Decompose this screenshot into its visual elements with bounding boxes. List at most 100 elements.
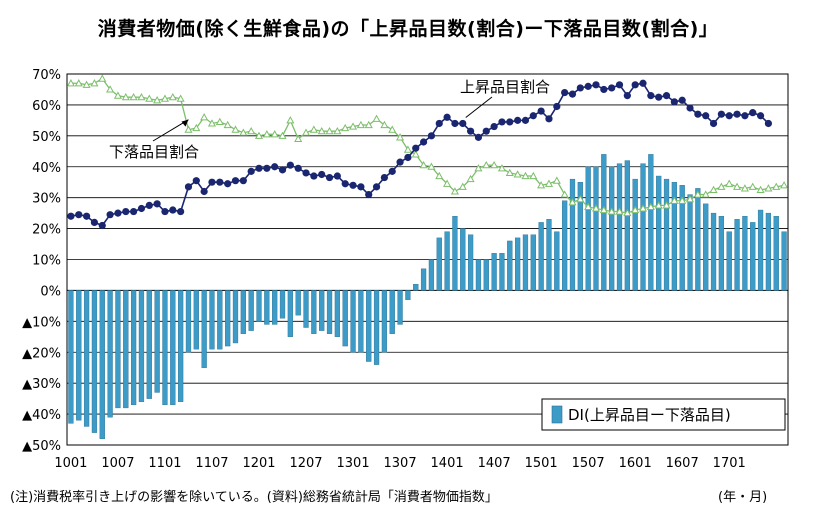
- fall-point: [341, 123, 350, 132]
- rise-point: [655, 93, 663, 101]
- di-bar: [319, 290, 325, 331]
- fall-point: [725, 179, 734, 187]
- rise-point: [388, 167, 396, 175]
- di-bar: [303, 290, 309, 328]
- di-bar: [146, 290, 152, 399]
- rise-point: [733, 110, 741, 118]
- rise-point: [122, 207, 130, 216]
- rise-point: [725, 112, 733, 120]
- di-bar: [577, 182, 583, 291]
- fall-point: [537, 181, 546, 189]
- rise-point: [584, 82, 592, 90]
- rise-point: [592, 81, 600, 89]
- di-bar: [389, 290, 395, 334]
- rise-point: [662, 92, 671, 100]
- rise-point: [98, 221, 106, 230]
- rise-point: [702, 112, 710, 120]
- rise-point: [521, 116, 530, 124]
- annotation-rise-label: 上昇品目割合: [460, 78, 550, 96]
- fall-point: [544, 179, 554, 187]
- y-tick-label: 40%: [32, 161, 61, 176]
- rise-point: [153, 200, 161, 208]
- x-tick-label: 1007: [101, 456, 134, 471]
- rise-point: [255, 164, 263, 172]
- rise-point: [114, 209, 122, 217]
- fall-point: [356, 120, 365, 129]
- di-bar: [522, 234, 529, 291]
- di-bar: [115, 290, 121, 409]
- di-bar: [256, 290, 262, 322]
- y-tick-label: 0%: [40, 284, 61, 299]
- y-tick-label: ▲30%: [22, 377, 61, 392]
- di-bar: [483, 259, 489, 291]
- rise-point: [467, 127, 475, 135]
- fall-point: [450, 187, 459, 195]
- fall-point: [733, 182, 742, 190]
- fall-point: [490, 160, 499, 169]
- x-tick-label: 1501: [525, 456, 558, 471]
- y-tick-label: 50%: [32, 130, 61, 145]
- fall-point: [66, 79, 75, 87]
- rise-point: [670, 98, 678, 106]
- rise-point: [137, 204, 146, 213]
- rise-point: [749, 109, 757, 117]
- rise-point: [192, 177, 200, 185]
- di-bar: [373, 290, 380, 365]
- fall-point: [239, 128, 248, 136]
- rise-point: [545, 115, 553, 123]
- rise-point: [75, 211, 83, 219]
- rise-point: [106, 211, 114, 219]
- y-tick-label: ▲40%: [22, 408, 61, 423]
- di-bar: [76, 290, 82, 421]
- di-bar: [742, 216, 748, 291]
- di-bar: [83, 290, 90, 427]
- rise-point: [764, 119, 773, 128]
- rise-point: [600, 85, 608, 94]
- fall-point: [388, 125, 397, 133]
- fall-point: [254, 131, 264, 139]
- fall-point: [646, 202, 655, 211]
- fall-point: [419, 160, 428, 169]
- di-bar: [272, 290, 278, 325]
- fall-point: [137, 92, 146, 101]
- rise-point: [568, 90, 577, 98]
- annotation-fall-arrow: [152, 119, 189, 142]
- rise-point: [443, 113, 451, 121]
- di-bar: [703, 203, 709, 291]
- fall-point: [756, 185, 765, 193]
- rise-point: [404, 153, 412, 162]
- di-bar: [436, 237, 442, 291]
- rise-point: [177, 207, 185, 216]
- fall-point: [521, 171, 530, 180]
- fall-point: [685, 194, 695, 203]
- rise-point: [263, 164, 271, 172]
- x-tick-label: 1107: [195, 456, 228, 471]
- legend: DI(上昇品目ー下落品目): [541, 398, 786, 431]
- di-bar: [91, 290, 98, 433]
- di-bar: [123, 290, 129, 409]
- rise-point: [482, 127, 490, 135]
- rise-point: [451, 119, 459, 128]
- di-bar: [170, 290, 176, 406]
- rise-point: [372, 183, 381, 191]
- y-tick-label: 70%: [32, 68, 61, 83]
- rise-point: [647, 92, 655, 100]
- legend-swatch: [551, 405, 563, 424]
- fall-point: [192, 123, 201, 132]
- fall-point: [701, 190, 710, 198]
- rise-point: [341, 180, 349, 188]
- rise-point: [169, 206, 177, 214]
- fall-point: [153, 96, 162, 104]
- fall-point: [576, 194, 585, 203]
- di-bar: [460, 228, 466, 291]
- fall-point: [200, 113, 209, 121]
- rise-point: [678, 96, 686, 104]
- x-axis-labels: 1001 1007 1101 1107 1201 1207 1301 1307 1401 1407…: [54, 456, 745, 471]
- rise-point: [349, 181, 357, 189]
- fall-point: [215, 117, 224, 125]
- di-bar: [632, 178, 638, 291]
- di-bar: [405, 290, 411, 300]
- rise-point: [208, 178, 216, 186]
